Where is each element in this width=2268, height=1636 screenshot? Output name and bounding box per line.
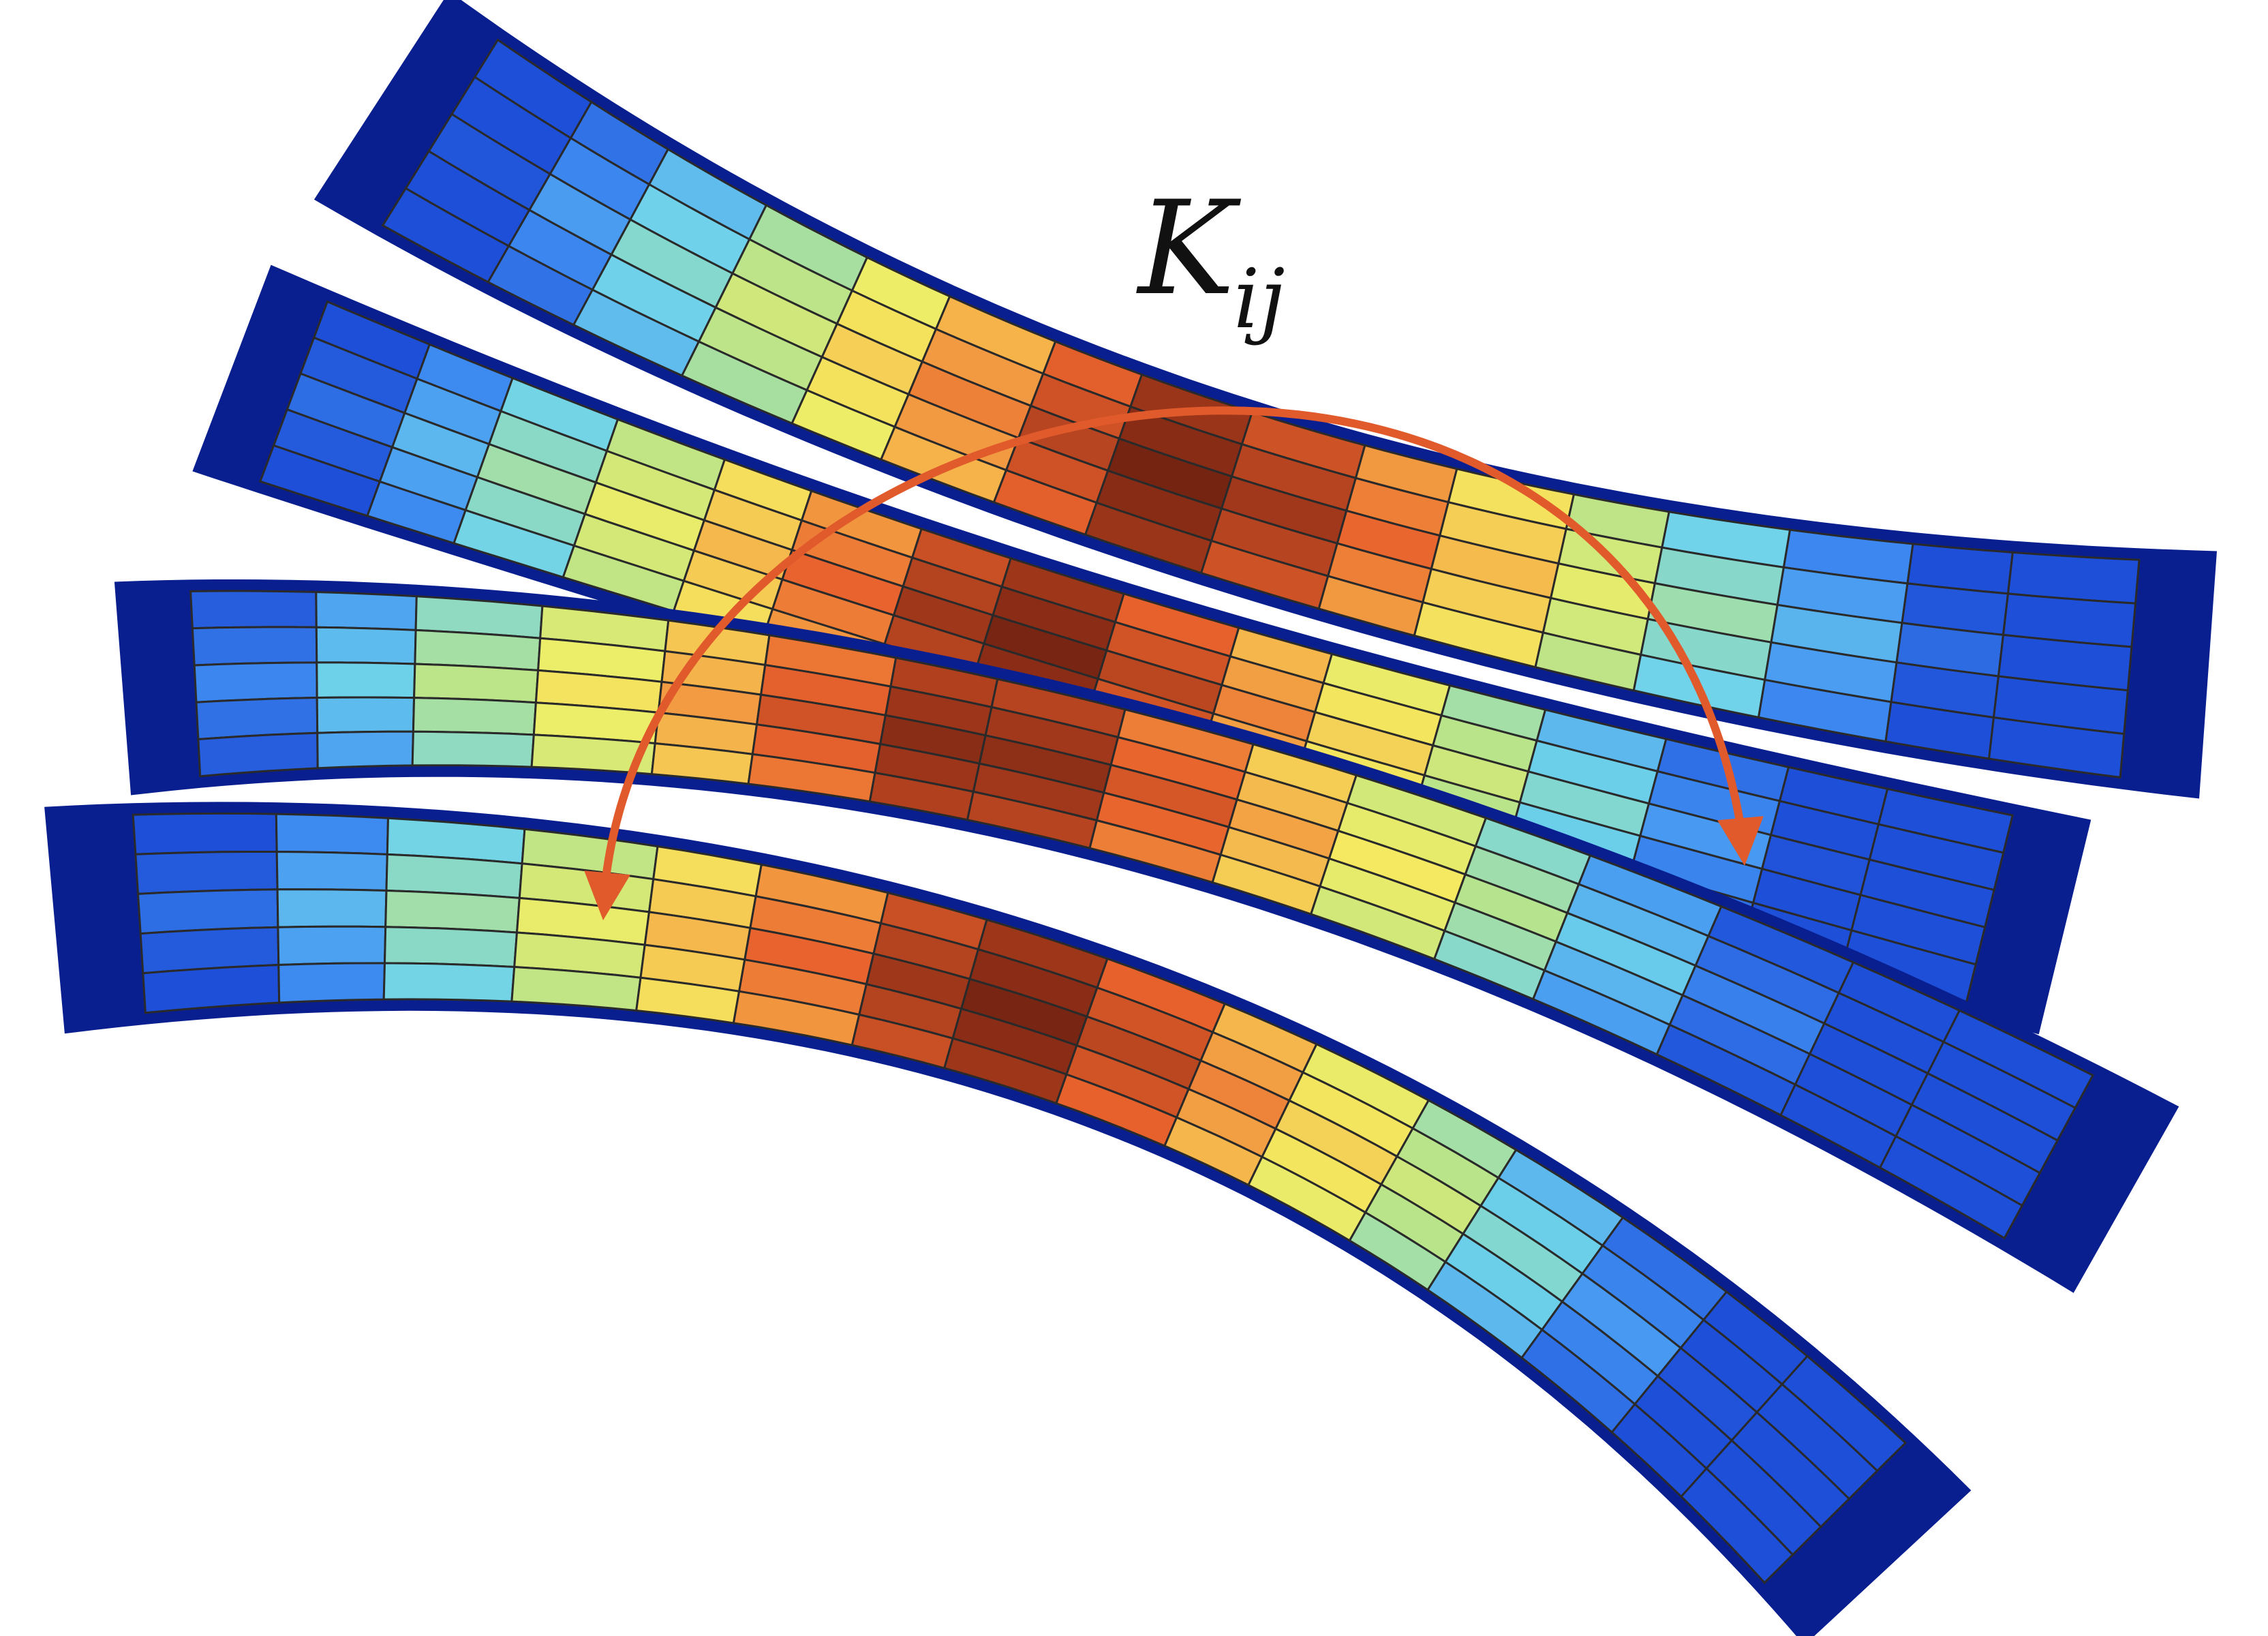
ribbon-cell — [316, 696, 416, 734]
ribbon-cell — [275, 850, 388, 892]
ribbon-cell — [276, 888, 388, 928]
ribbon-cell — [315, 590, 418, 631]
coupling-arrow — [584, 406, 1764, 920]
ribbon-cell — [316, 661, 416, 699]
ribbon-cell — [197, 731, 319, 778]
ribbon-cell — [277, 962, 386, 1004]
ribbon-cell — [1987, 716, 2126, 779]
ribbon-stack — [44, 0, 2217, 1636]
ribbon-third — [114, 579, 2179, 1293]
ribbon-cell — [412, 697, 537, 736]
ribbon-top — [313, 0, 2217, 799]
ribbon-cell — [384, 889, 521, 934]
arrowhead-left — [584, 870, 630, 920]
ribbon-cell — [134, 851, 279, 895]
ribbon-cell — [316, 730, 414, 770]
label-main: K — [1136, 173, 1242, 324]
ribbon-cell — [413, 663, 540, 704]
ribbon-frame — [44, 802, 1972, 1636]
ribbon-cell — [189, 590, 318, 630]
ribbon-cell — [275, 813, 390, 855]
ribbon-cell — [1679, 1467, 1794, 1584]
coupling-label: K ij — [1136, 173, 1285, 347]
ribbon-cell — [411, 730, 535, 768]
ribbon-cell — [315, 626, 417, 665]
arrowhead-right — [1717, 816, 1764, 866]
ribbon-cell — [277, 925, 387, 967]
ribbon-cell — [382, 962, 516, 1003]
ribbon-bottom — [44, 802, 1972, 1636]
ribbon-cell — [383, 926, 519, 969]
label-subscript: ij — [1233, 252, 1285, 347]
ribbon-cell — [132, 812, 278, 855]
ribbon-cell — [191, 626, 318, 667]
ribbon-cell — [193, 661, 318, 703]
arrow-arc — [599, 406, 1749, 911]
ribbon-cell — [1878, 1134, 2024, 1240]
